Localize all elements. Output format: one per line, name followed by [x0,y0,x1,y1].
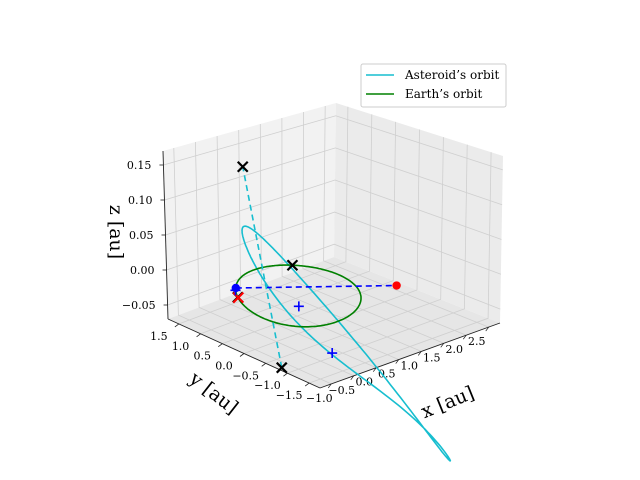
y-tick-label: 0.5 [194,350,212,363]
y-tick-label: −1.5 [276,389,303,402]
y-gridline [308,152,492,384]
x-gridline [281,117,444,344]
x-gridline [238,129,399,360]
legend-box [360,63,507,108]
x-tick-mark [417,351,422,356]
z-gridline [164,147,503,206]
x-gridline [173,147,332,385]
plus-marker [230,285,241,296]
y-tick-label: 1.0 [172,340,190,353]
y-tick-label: −1.0 [254,379,281,392]
x-tick-label: −1.0 [306,392,333,405]
z-gridline [167,243,501,310]
z-tick-label: 0.00 [130,264,155,277]
x-tick-label: 2.0 [446,343,464,356]
x-gridline [323,105,489,328]
asteroid-orbit [241,225,452,462]
x-tick-label: −0.5 [328,384,355,397]
x-gridline [216,135,377,369]
y-tick-mark [239,353,245,357]
x-tick-mark [350,375,355,381]
plot-lines [234,166,452,462]
x-tick-mark [327,383,332,389]
y-tick-mark [196,333,201,338]
y-tick-mark [283,372,288,377]
y-gridline [200,114,373,335]
x-tick-label: 2.5 [468,335,486,348]
x-tick-label: 1.5 [423,351,441,364]
z-tick-label: 0.10 [128,194,153,207]
x-gridline [302,111,467,336]
x-axis-label: x [au] [418,382,477,423]
dashed-line [241,166,283,368]
x-gridline [195,141,354,377]
z-tick-label: 0.05 [129,229,154,242]
y-gridline [243,129,420,354]
x-marker [275,361,288,374]
x-tick-mark [440,343,445,348]
x-marker [236,160,249,173]
y-tick-label: −0.5 [232,369,259,382]
legend-label-earth: Earth’s orbit [405,87,482,101]
z-axis-label: z [au] [105,205,127,259]
z-gridline [166,211,502,275]
x-tick-mark [462,334,467,340]
plus-marker [293,301,304,312]
plus-marker [327,348,338,359]
x-marker [286,259,299,272]
circle-marker [392,281,401,290]
dashed-line [235,284,397,289]
y-gridline [265,137,444,364]
z-tick-label: 0.15 [127,159,152,172]
y-gridline [222,121,396,344]
y-tick-mark [174,323,180,328]
y-gridline [287,144,468,374]
x-tick-mark [395,359,400,364]
y-tick-label: 1.5 [150,330,168,343]
x-tick-mark [485,326,490,332]
earth-orbit [234,264,362,328]
z-gridline [165,179,502,240]
z-gridline [163,115,503,171]
x-tick-label: 1.0 [401,359,419,372]
y-tick-mark [304,382,310,387]
x-tick-mark [372,367,377,372]
y-tick-mark [261,363,266,367]
x-tick-label: 0.5 [378,368,396,381]
z-tick-label: −0.05 [122,299,156,312]
legend: Asteroid’s orbit Earth’s orbit [360,63,507,108]
x-axis-line [319,322,501,389]
gridlines [163,105,503,385]
x-gridline [259,123,422,352]
x-tick-label: 0.0 [356,376,374,389]
y-gridline [178,106,349,325]
markers [230,160,401,374]
legend-label-asteroid: Asteroid’s orbit [404,68,499,82]
y-tick-label: 0.0 [215,360,233,373]
y-tick-mark [218,343,223,347]
tick-labels: −1.0−0.50.00.51.01.52.02.51.51.00.50.0−0… [122,159,490,405]
